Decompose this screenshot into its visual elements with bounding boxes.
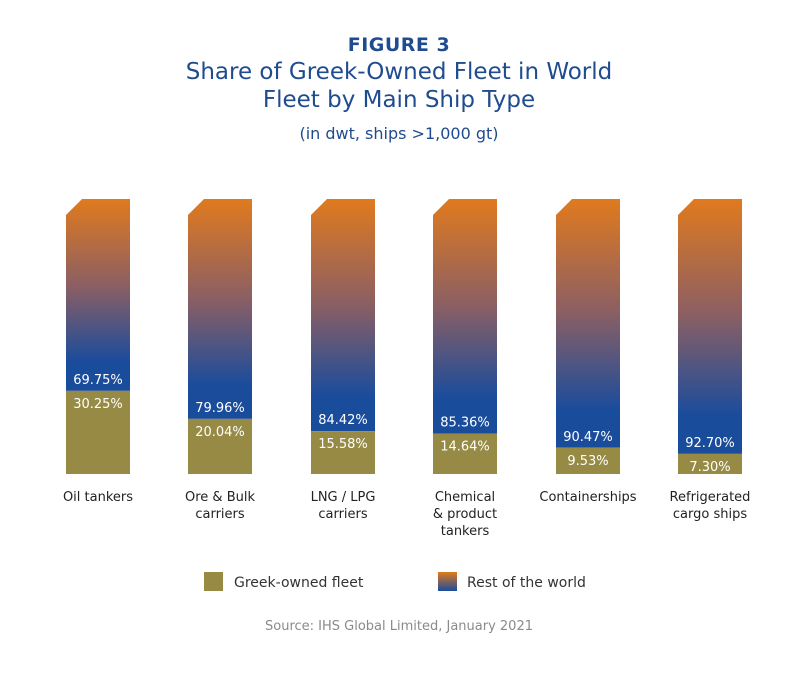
bar-rest-of-world [311,199,375,432]
data-label-rest: 85.36% [440,416,490,431]
data-label-rest: 69.75% [73,373,123,388]
data-label-greek: 30.25% [73,397,123,412]
category-label: Ore & Bulk [185,490,255,505]
category-label: tankers [441,524,490,539]
bar-greek-owned [188,418,252,474]
data-label-rest: 90.47% [563,430,613,445]
data-label-greek: 9.53% [567,454,608,469]
legend-label-rest: Rest of the world [467,575,586,591]
source-note: Source: IHS Global Limited, January 2021 [265,619,533,634]
category-label: & product [433,507,497,522]
bar-rest-of-world [678,199,742,454]
chart-subtitle: (in dwt, ships >1,000 gt) [299,124,499,143]
bar-greek-owned [433,433,497,474]
bar-greek-owned [678,453,742,474]
legend-swatch-greek [204,572,223,591]
data-label-rest: 84.42% [318,413,368,428]
category-label: Chemical [435,490,495,505]
chart-title: Share of Greek-Owned Fleet in World Flee… [0,58,798,114]
category-label: carriers [195,507,245,522]
bar-rest-of-world [433,199,497,434]
data-label-greek: 14.64% [440,440,490,455]
data-label-rest: 92.70% [685,436,735,451]
legend-label-greek: Greek-owned fleet [234,575,364,591]
category-label: Containerships [539,490,636,505]
category-label: Oil tankers [63,490,133,505]
category-label: cargo ships [673,507,747,522]
data-label-rest: 79.96% [195,401,245,416]
chart-title-text: Share of Greek-Owned Fleet in World Flee… [185,59,613,113]
bar-rest-of-world [66,199,130,391]
legend-swatch-rest [438,572,457,591]
data-label-greek: 15.58% [318,437,368,452]
bar-greek-owned [556,447,620,474]
bar-rest-of-world [556,199,620,448]
category-label: LNG / LPG [311,490,376,505]
figure-label: FIGURE 3 [347,34,451,56]
bar-greek-owned [311,431,375,474]
data-label-greek: 20.04% [195,425,245,440]
category-label: Refrigerated [670,490,751,505]
data-label-greek: 7.30% [689,460,730,475]
bar-rest-of-world [188,199,252,419]
bar-greek-owned [66,390,130,474]
category-label: carriers [318,507,368,522]
